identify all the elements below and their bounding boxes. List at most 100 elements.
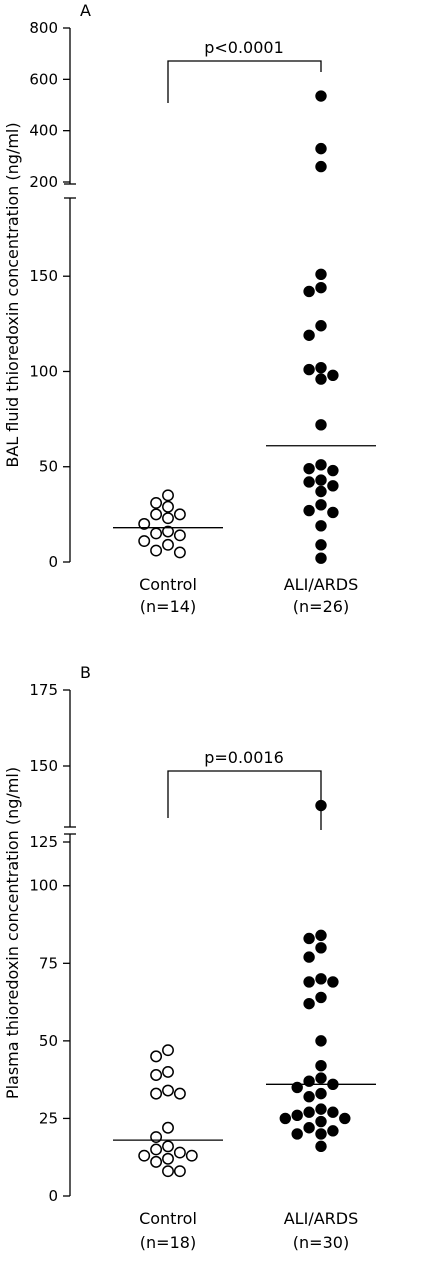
ali-ards-point: [315, 1087, 327, 1100]
control-point: [162, 1140, 174, 1153]
control-point: [162, 538, 174, 551]
control-point: [173, 529, 186, 542]
panel-label: A: [80, 1, 91, 20]
ali-ards-point: [327, 506, 339, 519]
ali-ards-point: [303, 997, 315, 1010]
ali-ards-point: [315, 539, 327, 551]
ali-ards-point: [315, 520, 327, 532]
y-tick-label: 800: [29, 19, 58, 37]
y-tick-label: 400: [29, 122, 58, 140]
panel-b: 0 25 50 75 100 125 150 175 B Plasma thioredoxin c…: [3, 663, 376, 1252]
ali-ards-point: [279, 1112, 291, 1125]
control-point: [173, 1146, 186, 1159]
category-n-label: (n=14): [140, 597, 196, 616]
y-tick-label: 200: [29, 173, 58, 191]
ali-ards-point: [303, 329, 315, 341]
ali-ards-point: [315, 361, 327, 374]
ali-ards-point: [315, 942, 327, 954]
category-n-label: (n=30): [293, 1233, 349, 1252]
ali-ards-point: [315, 474, 327, 486]
y-tick-label: 125: [29, 833, 58, 851]
control-point: [150, 1155, 163, 1168]
ali-ards-point: [303, 932, 315, 945]
control-point: [162, 525, 174, 538]
control-point: [162, 1121, 174, 1134]
y-tick-label: 100: [29, 362, 58, 380]
control-point: [162, 489, 174, 502]
ali-ards-point: [315, 973, 327, 985]
y-tick-label: 0: [48, 553, 58, 571]
ali-ards-point: [303, 285, 315, 298]
category-label: Control: [139, 575, 197, 594]
control-point: [162, 1165, 174, 1178]
ali-ards-point: [303, 363, 315, 376]
ali-ards-point: [303, 1122, 315, 1134]
ali-ards-point: [303, 951, 315, 963]
control-point: [173, 546, 186, 559]
ali-ards-point: [315, 1103, 327, 1115]
ali-ards-point: [315, 499, 327, 511]
ali-ards-point: [315, 373, 327, 385]
ali-ards-point: [327, 1125, 339, 1137]
ali-ards-point: [315, 929, 327, 942]
panel-a: 0 50 100 150 200 400 600 800 A BAL fluid thioredo…: [3, 1, 376, 616]
ali-ards-point: [327, 480, 339, 492]
ali-ards-point: [315, 1035, 327, 1047]
ali-ards-point: [315, 142, 327, 155]
ali-ards-point: [303, 476, 315, 488]
ali-ards-point: [315, 991, 327, 1004]
y-tick-label: 50: [39, 1032, 58, 1050]
ali-ards-point: [315, 1128, 327, 1140]
ali-ards-point: [315, 1059, 327, 1072]
ali-ards-point: [327, 1106, 339, 1118]
control-point: [162, 1065, 174, 1078]
ali-ards-point: [327, 464, 339, 477]
ali-ards-point: [327, 369, 339, 381]
significance-bracket: [167, 60, 322, 103]
ali-ards-point: [315, 459, 327, 471]
control-point: [162, 500, 174, 513]
category-n-label: (n=18): [140, 1233, 196, 1252]
control-point: [173, 1087, 186, 1100]
control-point: [162, 1044, 174, 1057]
ali-ards-point: [291, 1109, 303, 1122]
p-value-label: p<0.0001: [204, 38, 284, 57]
significance-bracket: [167, 770, 322, 830]
y-axis-title: Plasma thioredoxin concentration (ng/ml): [3, 767, 22, 1099]
control-point: [173, 1165, 186, 1178]
ali-ards-point: [303, 504, 315, 517]
control-point: [150, 544, 163, 557]
control-point: [162, 512, 174, 525]
p-value-label: p=0.0016: [204, 748, 284, 767]
ali-ards-point: [303, 1106, 315, 1118]
ali-ards-point: [315, 160, 327, 173]
category-label: ALI/ARDS: [284, 1209, 359, 1228]
ali-ards-point: [315, 485, 327, 498]
control-point: [162, 1152, 174, 1165]
y-tick-label: 75: [39, 954, 58, 972]
category-label: Control: [139, 1209, 197, 1228]
ali-ards-point: [291, 1128, 303, 1140]
ali-ards-point: [315, 1115, 327, 1128]
y-tick-label: 100: [29, 877, 58, 895]
ali-ards-point: [315, 320, 327, 332]
ali-ards-point: [315, 552, 327, 564]
category-n-label: (n=26): [293, 597, 349, 616]
y-tick-label: 0: [48, 1187, 58, 1205]
y-tick-label: 150: [29, 267, 58, 285]
ali-ards-point: [315, 90, 327, 102]
control-point: [150, 496, 163, 509]
control-point: [150, 508, 163, 521]
ali-ards-point: [315, 419, 327, 431]
control-point: [150, 1087, 163, 1100]
control-point: [138, 1149, 151, 1162]
y-tick-label: 600: [29, 70, 58, 88]
control-point: [138, 535, 151, 547]
y-tick-label: 150: [29, 757, 58, 775]
control-point: [150, 1050, 163, 1063]
control-point: [138, 517, 151, 530]
y-tick-label: 175: [29, 681, 58, 699]
ali-ards-point: [303, 1091, 315, 1103]
ali-ards-point: [315, 268, 327, 281]
